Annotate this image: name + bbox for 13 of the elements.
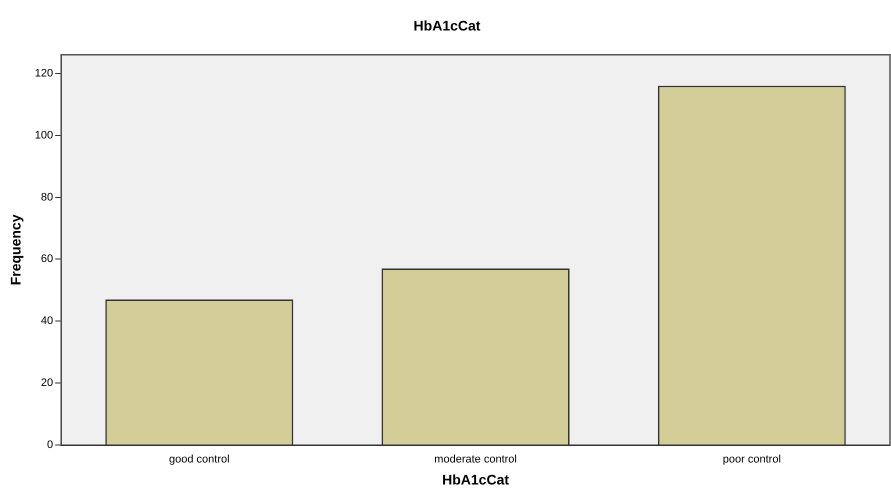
y-tick-label: 20 [40,377,54,390]
x-tick-label: moderate control [434,454,517,466]
y-tick-label: 120 [34,67,54,80]
y-tick-label: 40 [40,315,54,328]
y-axis-title: Frequency [7,214,24,286]
y-tick-label: 80 [40,191,54,204]
x-axis-title: HbA1cCat [442,471,510,488]
y-tick-label: 60 [40,253,54,266]
y-tick-label: 100 [34,129,54,142]
x-tick-label: poor control [722,454,781,466]
chart-title: HbA1cCat [414,17,481,34]
x-tick-label: good control [169,454,230,466]
y-tick-label: 0 [47,439,54,452]
